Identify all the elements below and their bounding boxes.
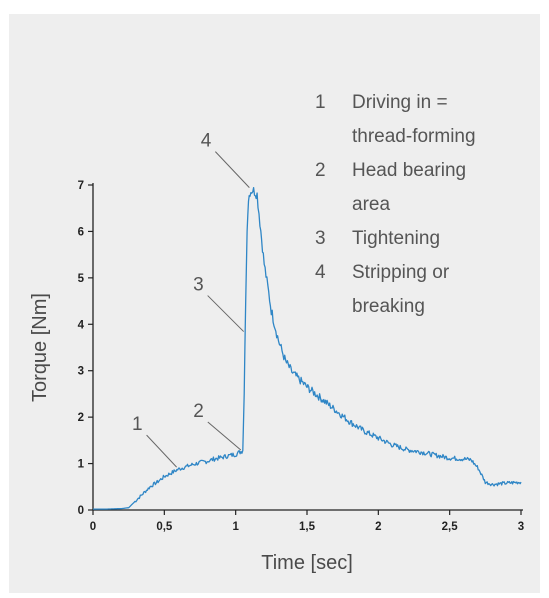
callout-leader <box>146 434 177 468</box>
legend-text: area <box>352 194 390 215</box>
x-tick-label: 1,5 <box>299 521 316 533</box>
chart-panel: 0 0,5 1 1,5 2 2,5 3 0 1 2 3 4 5 6 7 1 2 3 4 1 Driving in =… <box>9 14 540 593</box>
legend-number: 4 <box>315 262 326 283</box>
y-tick-label: 4 <box>78 319 85 331</box>
legend-text: thread-forming <box>352 126 476 147</box>
legend-number: 3 <box>315 228 326 249</box>
callout-label: 3 <box>193 275 204 296</box>
callouts: 1 2 3 4 <box>132 131 250 468</box>
x-tick-label: 0 <box>90 521 96 533</box>
callout-leader <box>207 421 242 451</box>
callout-leader <box>214 151 250 188</box>
callout-label: 2 <box>193 401 204 422</box>
y-tick-label: 5 <box>78 273 85 285</box>
x-tick-label: 2 <box>375 521 381 533</box>
x-tick-label: 3 <box>518 521 524 533</box>
y-tick-label: 0 <box>78 505 84 517</box>
callout-label: 4 <box>201 131 212 152</box>
y-tick-label: 7 <box>78 180 84 192</box>
legend-number: 1 <box>315 92 326 113</box>
legend-text: breaking <box>352 296 425 317</box>
torque-time-chart: 0 0,5 1 1,5 2 2,5 3 0 1 2 3 4 5 6 7 1 2 3 4 1 Driving in =… <box>29 92 525 574</box>
x-axis-title: Time [sec] <box>261 552 353 574</box>
legend: 1 Driving in = thread-forming 2 Head bearing… <box>315 92 476 317</box>
legend-text: Stripping or <box>352 262 450 283</box>
y-tick-label: 1 <box>78 459 85 471</box>
plot-area <box>93 186 522 510</box>
callout-leader <box>207 295 245 332</box>
tick-group: 0 0,5 1 1,5 2 2,5 3 0 1 2 3 4 5 6 7 <box>78 180 525 533</box>
legend-text: Tightening <box>352 228 440 249</box>
callout-label: 1 <box>132 414 143 435</box>
y-tick-label: 3 <box>78 366 84 378</box>
legend-text: Head bearing <box>352 160 466 181</box>
y-tick-label: 6 <box>78 226 84 238</box>
legend-number: 2 <box>315 160 326 181</box>
legend-text: Driving in = <box>352 92 448 113</box>
y-tick-label: 2 <box>78 412 84 424</box>
x-tick-label: 1 <box>232 521 239 533</box>
x-tick-label: 2,5 <box>442 521 459 533</box>
axes <box>92 183 523 511</box>
x-tick-label: 0,5 <box>156 521 173 533</box>
y-axis-title: Torque [Nm] <box>29 293 51 402</box>
series-line <box>93 186 522 510</box>
